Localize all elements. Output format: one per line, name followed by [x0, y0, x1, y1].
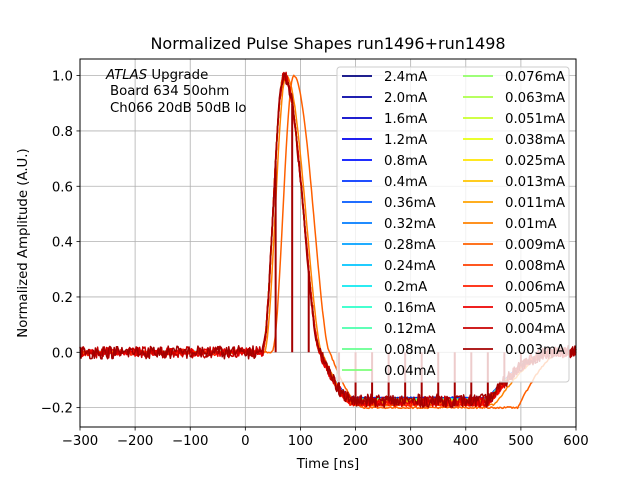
legend-label: 0.32mA	[384, 217, 436, 232]
series-line-0_003mA	[79, 72, 577, 409]
legend-item: 0.013mA	[463, 175, 565, 190]
y-tick-label: 1.0	[52, 70, 73, 85]
legend-item: 0.076mA	[463, 70, 565, 85]
legend-item: 1.2mA	[342, 133, 427, 148]
y-tick-label: 0.6	[52, 180, 73, 195]
legend-item: 0.011mA	[463, 196, 565, 211]
annotation-atlas: ATLAS	[105, 68, 148, 83]
legend-label: 2.4mA	[384, 70, 427, 85]
legend-label: 1.2mA	[384, 133, 427, 148]
legend-label: 0.28mA	[384, 238, 436, 253]
annotation-line-2: Board 634 50ohm	[110, 84, 229, 99]
x-tick-label: −200	[117, 434, 154, 449]
legend-label: 0.006mA	[505, 280, 565, 295]
annotation-line-1: ATLAS Upgrade	[105, 68, 208, 83]
y-tick-label: −0.2	[41, 402, 73, 417]
legend-item: 2.4mA	[342, 70, 427, 85]
legend-label: 0.16mA	[384, 301, 436, 316]
legend-item: 1.6mA	[342, 112, 427, 127]
legend-item: 0.04mA	[342, 364, 436, 379]
legend-label: 2.0mA	[384, 91, 427, 106]
legend-item: 0.16mA	[342, 301, 436, 316]
legend-label: 0.04mA	[384, 364, 436, 379]
legend-label: 0.008mA	[505, 259, 565, 274]
legend-item: 0.08mA	[342, 343, 436, 358]
legend-label: 1.6mA	[384, 112, 427, 127]
legend-label: 0.009mA	[505, 238, 565, 253]
legend-item: 0.025mA	[463, 154, 565, 169]
legend-item: 0.008mA	[463, 259, 565, 274]
legend-label: 0.2mA	[384, 280, 427, 295]
legend-label: 0.004mA	[505, 322, 565, 337]
legend-label: 0.011mA	[505, 196, 565, 211]
y-tick-label: 0.4	[52, 236, 73, 251]
chart-title: Normalized Pulse Shapes run1496+run1498	[150, 34, 505, 53]
legend-label: 0.4mA	[384, 175, 427, 190]
legend-label: 0.038mA	[505, 133, 565, 148]
legend-item: 0.28mA	[342, 238, 436, 253]
legend-label: 0.063mA	[505, 91, 565, 106]
atlas-annotation: ATLAS Upgrade Board 634 50ohm Ch066 20dB…	[105, 68, 247, 116]
legend-box	[336, 66, 570, 383]
y-tick-label: 0.2	[52, 291, 73, 306]
x-axis-label: Time [ns]	[296, 457, 360, 472]
legend: 2.4mA 2.0mA 1.6mA 1.2mA 0.8mA 0.4mA 0.36mA 0.32…	[336, 66, 570, 383]
x-tick-label: 100	[288, 434, 313, 449]
legend-item: 0.005mA	[463, 301, 565, 316]
legend-label: 0.01mA	[505, 217, 557, 232]
legend-item: 0.2mA	[342, 280, 427, 295]
legend-item: 0.051mA	[463, 112, 565, 127]
legend-label: 0.8mA	[384, 154, 427, 169]
x-tick-label: 300	[398, 434, 423, 449]
x-tick-label: 400	[453, 434, 478, 449]
legend-item: 0.038mA	[463, 133, 565, 148]
legend-label: 0.076mA	[505, 70, 565, 85]
y-tick-label: 0.8	[52, 125, 73, 140]
legend-label: 0.005mA	[505, 301, 565, 316]
y-tick-label: 0.0	[52, 346, 73, 361]
series-lines	[79, 71, 577, 410]
legend-label: 0.36mA	[384, 196, 436, 211]
legend-item: 0.003mA	[463, 343, 565, 358]
legend-label: 0.003mA	[505, 343, 565, 358]
legend-item: 0.063mA	[463, 91, 565, 106]
legend-label: 0.025mA	[505, 154, 565, 169]
legend-label: 0.12mA	[384, 322, 436, 337]
legend-label: 0.24mA	[384, 259, 436, 274]
legend-item: 0.12mA	[342, 322, 436, 337]
legend-item: 0.8mA	[342, 154, 427, 169]
legend-item: 0.36mA	[342, 196, 436, 211]
annotation-line-3: Ch066 20dB 50dB lo	[110, 101, 247, 116]
legend-label: 0.08mA	[384, 343, 436, 358]
plot-frame	[79, 58, 577, 428]
legend-item: 0.009mA	[463, 238, 565, 253]
legend-item: 0.004mA	[463, 322, 565, 337]
legend-item: 0.32mA	[342, 217, 436, 232]
x-tick-label: 500	[508, 434, 533, 449]
x-tick-label: 200	[343, 434, 368, 449]
x-axis-ticks: −300 −200 −100 0 100 200 300 400 500 600	[62, 427, 589, 449]
y-axis-ticks: −0.2 0.0 0.2 0.4 0.6 0.8 1.0	[41, 70, 80, 417]
legend-label: 0.013mA	[505, 175, 565, 190]
legend-item: 2.0mA	[342, 91, 427, 106]
legend-item: 0.4mA	[342, 175, 427, 190]
annotation-upgrade: Upgrade	[147, 68, 208, 83]
legend-item: 0.01mA	[463, 217, 557, 232]
x-tick-label: −300	[62, 434, 99, 449]
x-tick-label: 600	[563, 434, 588, 449]
x-tick-label: −100	[172, 434, 209, 449]
legend-item: 0.006mA	[463, 280, 565, 295]
x-tick-label: 0	[241, 434, 249, 449]
legend-label: 0.051mA	[505, 112, 565, 127]
y-axis-label: Normalized Amplitude (A.U.)	[16, 148, 31, 337]
legend-item: 0.24mA	[342, 259, 436, 274]
